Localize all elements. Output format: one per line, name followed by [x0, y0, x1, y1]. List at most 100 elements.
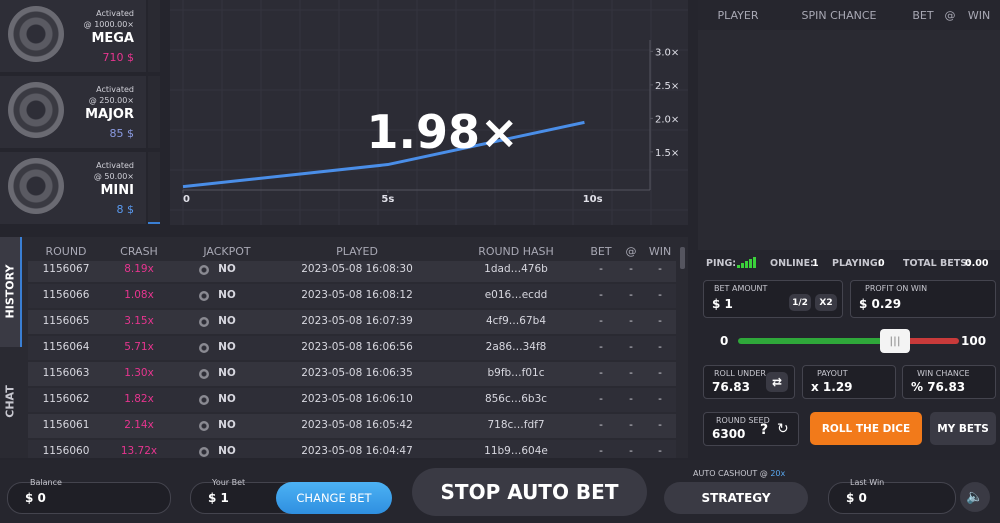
history-cell: - [658, 315, 662, 327]
help-button[interactable]: ? [760, 422, 769, 438]
history-cell: - [658, 445, 662, 457]
history-column: JACKPOT [203, 245, 251, 258]
seed-input[interactable]: ROUND SEED 6300 ? ↻ [703, 412, 799, 446]
x-tick-label: 5s [381, 194, 394, 205]
history-cell: - [599, 263, 603, 275]
history-cell: - [658, 341, 662, 353]
history-cell: - [629, 263, 633, 275]
last-win: $ 0 [846, 491, 867, 505]
half-button[interactable]: 1/2 [789, 294, 811, 311]
y-tick-label: 2.0× [655, 114, 679, 125]
history-cell: NO [218, 263, 236, 275]
win-chance-input: WIN CHANCE % 76.83 [902, 365, 996, 399]
bet-form: BET AMOUNT $ 1 1/2 X2 PROFIT ON WIN $ 0.… [698, 276, 1000, 456]
sound-button[interactable]: 🔈 [960, 482, 990, 512]
history-column: BET [590, 245, 612, 258]
history-cell: - [629, 315, 633, 327]
history-cell: 1.82x [124, 393, 154, 405]
history-cell: - [599, 393, 603, 405]
players-column: BET [912, 9, 934, 22]
history-cell: 718c…fdf7 [487, 419, 545, 431]
history-cell: 1dad…476b [484, 263, 548, 275]
players-panel [698, 0, 1000, 250]
history-row [28, 284, 676, 308]
change-bet-button[interactable]: CHANGE BET [276, 482, 392, 514]
strategy-button[interactable]: STRATEGY [664, 482, 808, 514]
roll-under-input[interactable]: ROLL UNDER 76.83 ⇄ [703, 365, 795, 399]
history-cell: 4cf9…67b4 [485, 315, 547, 327]
history-cell: NO [218, 341, 236, 353]
roll-button[interactable]: ROLL THE DICE [810, 412, 922, 445]
history-row [28, 261, 676, 282]
value: 6300 [712, 427, 746, 441]
bet-amount-input[interactable]: BET AMOUNT $ 1 1/2 X2 [703, 280, 843, 318]
double-button[interactable]: X2 [815, 294, 837, 311]
y-tick-label: 3.0× [655, 47, 679, 58]
my-bets-button[interactable]: MY BETS [930, 412, 996, 445]
balance-input [7, 482, 171, 514]
x-tick-label: 10s [583, 194, 603, 205]
total: 0.00 [965, 258, 989, 269]
online: 1 [812, 258, 819, 269]
history-cell: - [599, 289, 603, 301]
jackpot-icon [199, 421, 209, 431]
label: BET AMOUNT [714, 284, 768, 293]
stop-auto-bet-button[interactable]: STOP AUTO BET [412, 468, 647, 516]
history-row [28, 362, 676, 386]
history-cell: - [658, 289, 662, 301]
label: AUTO CASHOUT @ [693, 469, 768, 478]
jackpot-strip [148, 152, 160, 224]
scrollbar[interactable] [680, 247, 685, 269]
jackpot-icon [199, 395, 209, 405]
history-cell: NO [218, 419, 236, 431]
slider-win [738, 338, 895, 344]
jackpot-disc [8, 6, 64, 62]
history-cell: 1156063 [42, 367, 90, 379]
history-cell: - [658, 263, 662, 275]
history-rows: 1156067 8.19x NO 2023-05-08 16:08:30 1dad…47… [0, 261, 680, 458]
jackpot-amount: 8 $ [116, 203, 135, 216]
your-bet-label: Your Bet [212, 478, 246, 487]
jackpot-icon [199, 291, 209, 301]
history-cell: e016…ecdd [484, 289, 548, 301]
slider-min: 0 [720, 334, 729, 348]
history-cell: 1.08x [124, 289, 154, 301]
slider-max: 100 [961, 334, 987, 348]
ping-label: PING: [706, 258, 737, 269]
bottom-bar: Balance $ 0 Your Bet $ 1 CHANGE BET STOP… [0, 460, 1000, 523]
players-column: WIN [967, 9, 991, 22]
history-column: ROUND HASH [478, 245, 554, 258]
history-cell: - [599, 419, 603, 431]
history-cell: 1156065 [42, 315, 90, 327]
jackpot-disc [8, 82, 64, 138]
history-cell: 2023-05-08 16:08:30 [301, 263, 413, 275]
history-cell: - [599, 315, 603, 327]
refresh-button[interactable]: ↻ [777, 421, 789, 437]
tab-history-bg[interactable] [0, 237, 20, 347]
jackpot-status: Activated [96, 161, 134, 170]
history-cell: - [629, 289, 633, 301]
jackpot-threshold: @ 250.00× [88, 96, 134, 105]
your-bet: $ 1 [208, 491, 229, 505]
balance-label: Balance [30, 478, 62, 487]
value: 20x [770, 469, 786, 478]
total-label: TOTAL BETS: [903, 258, 971, 269]
jackpot: Activated @ 250.00× MAJOR 85 $ [0, 76, 146, 148]
payout-input: PAYOUT x 1.29 [802, 365, 896, 399]
jackpot-strip [148, 76, 160, 148]
history-cell: - [629, 445, 633, 457]
slider-knob[interactable]: ||| [880, 329, 910, 353]
swap-button[interactable]: ⇄ [766, 372, 788, 392]
history-row [28, 414, 676, 438]
graph-panel: 0 5s 10s 1.5× 2.0× 2.5× 3.0× 1.98× [170, 0, 688, 225]
history-cell: - [629, 341, 633, 353]
history-cell: 13.72x [120, 445, 158, 457]
history-cell: - [658, 393, 662, 405]
history-cell: NO [218, 367, 236, 379]
history-cell: 5.71x [124, 341, 154, 353]
history-cell: NO [218, 393, 236, 405]
jackpot-icon [199, 265, 209, 275]
jackpot-disc [8, 158, 64, 214]
history-row [28, 336, 676, 360]
label: PROFIT ON WIN [865, 284, 928, 293]
